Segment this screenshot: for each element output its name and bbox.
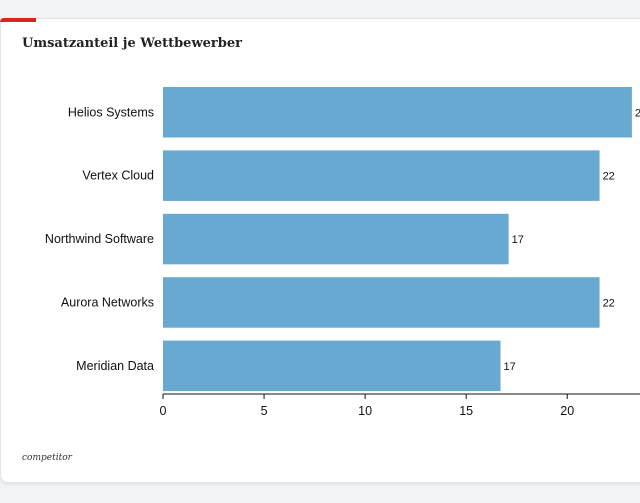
bar: [163, 150, 600, 201]
accent-bar: [0, 18, 36, 22]
data-label: 23: [635, 107, 640, 119]
data-label: 17: [504, 361, 516, 373]
x-tick-label: 0: [160, 404, 167, 418]
x-tick-label: 15: [459, 404, 473, 418]
chart-footnote: competitor: [22, 453, 72, 463]
category-label: Meridian Data: [76, 359, 154, 373]
bar: [163, 277, 600, 328]
data-label: 22: [603, 171, 615, 183]
data-label: 22: [603, 297, 615, 309]
chart-title: Umsatzanteil je Wettbewerber: [22, 36, 242, 51]
x-tick-label: 10: [358, 404, 372, 418]
category-label: Vertex Cloud: [82, 169, 154, 183]
x-tick-label: 5: [261, 404, 268, 418]
bar: [163, 87, 632, 138]
x-tick-label: 20: [560, 404, 574, 418]
bar: [163, 340, 501, 392]
category-label: Northwind Software: [45, 232, 154, 246]
data-label: 17: [512, 234, 524, 246]
category-label: Helios Systems: [68, 105, 154, 119]
category-label: Aurora Networks: [61, 295, 154, 309]
bar: [163, 213, 509, 265]
